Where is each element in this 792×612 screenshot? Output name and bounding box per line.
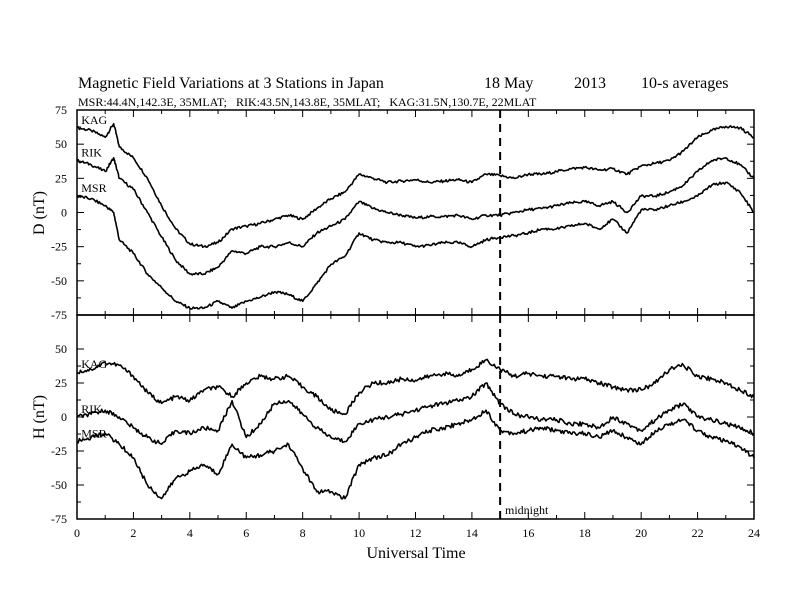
chart-averaging: 10-s averages: [641, 75, 729, 92]
y-tick-label: 25: [55, 171, 67, 185]
y-axis-label-d: D (nT): [31, 191, 48, 235]
series-line-h-rik: [76, 382, 755, 446]
x-tick-label: 22: [692, 526, 704, 540]
plot-area: 75 50 25 0 -25 -50 -75 KAG RIK MSR 50 25 0 -25 -50 -75 0…: [51, 103, 760, 540]
panel-frame-d: [76, 109, 755, 316]
y-tick-label: -75: [51, 308, 67, 322]
x-tick-label: 8: [300, 526, 306, 540]
series-line-d-kag: [76, 122, 755, 248]
series-label-kag: KAG: [81, 113, 107, 127]
x-tick-label: 14: [466, 526, 478, 540]
panel-frame-h: [76, 314, 755, 520]
y-tick-label: 50: [55, 137, 67, 151]
x-tick-label: 16: [522, 526, 534, 540]
x-tick-label: 0: [74, 526, 80, 540]
y-tick-label: -75: [51, 512, 67, 526]
series-line-d-msr: [76, 181, 755, 310]
y-tick-label: 0: [61, 410, 67, 424]
series-label-rik: RIK: [81, 146, 102, 160]
y-tick-label: -50: [51, 274, 67, 288]
x-tick-label: 12: [410, 526, 422, 540]
x-tick-label: 4: [187, 526, 193, 540]
x-tick-label: 24: [748, 526, 760, 540]
series-label-msr: MSR: [81, 426, 106, 440]
series-label-msr: MSR: [81, 181, 106, 195]
x-axis-label: Universal Time: [366, 545, 465, 562]
y-tick-label: 0: [61, 206, 67, 220]
series-label-rik: RIK: [81, 402, 102, 416]
x-tick-label: 10: [353, 526, 365, 540]
y-tick-label: 50: [55, 342, 67, 356]
y-axis-label-h: H (nT): [31, 395, 48, 439]
chart-year: 2013: [574, 75, 606, 92]
chart-title: Magnetic Field Variations at 3 Stations …: [78, 75, 384, 92]
series-label-kag: KAG: [81, 357, 107, 371]
y-tick-label: -50: [51, 478, 67, 492]
series-line-h-kag: [76, 358, 755, 416]
y-tick-label: 75: [55, 103, 67, 117]
x-tick-label: 18: [579, 526, 591, 540]
x-tick-label: 6: [243, 526, 249, 540]
x-tick-label: 20: [635, 526, 647, 540]
midnight-label: midnight: [505, 503, 549, 517]
y-tick-label: -25: [51, 444, 67, 458]
y-tick-label: 25: [55, 376, 67, 390]
y-tick-label: -25: [51, 240, 67, 254]
chart-subtitle: MSR:44.4N,142.3E, 35MLAT; RIK:43.5N,143.…: [78, 95, 537, 109]
series-line-h-msr: [76, 409, 755, 500]
x-tick-label: 2: [130, 526, 136, 540]
chart-date: 18 May: [484, 75, 533, 92]
series-line-d-rik: [76, 157, 755, 276]
